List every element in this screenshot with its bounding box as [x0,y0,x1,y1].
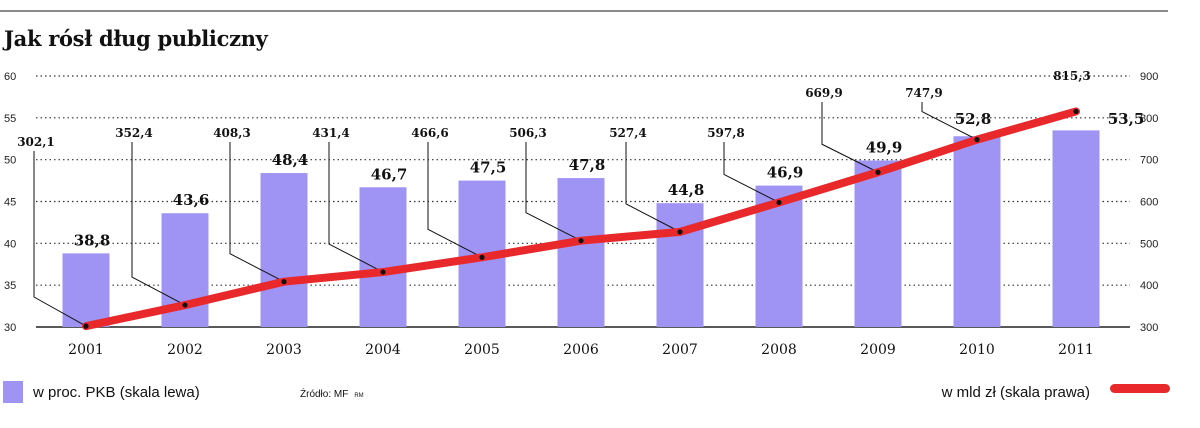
left-axis-tick-label: 40 [4,238,16,250]
line-value-label: 431,4 [312,126,350,140]
right-axis-tick-label: 700 [1140,155,1158,167]
right-axis-tick-label: 900 [1140,71,1158,83]
x-tick-label: 2004 [365,342,401,358]
line-point [281,279,287,285]
bar-value-label: 49,9 [866,139,903,157]
line-value-label: 352,4 [115,126,153,140]
line-value-label: 669,9 [805,86,843,100]
right-axis-tick-label: 400 [1140,280,1158,292]
line-point [83,323,89,329]
bar [1052,130,1100,327]
left-axis-tick-label: 45 [4,197,16,209]
leader-line [921,102,978,141]
bar [557,178,605,327]
top-rule [0,10,1168,12]
leader-line [229,142,285,283]
x-tick-label: 2010 [959,342,995,358]
line-point [776,199,782,206]
left-axis-tick-label: 60 [4,71,16,83]
line-point [875,169,881,175]
source-note: Źródło: MF RM [300,389,364,400]
line-value-label: 408,3 [213,126,251,140]
line-point [479,254,485,260]
line-value-label: 527,4 [609,126,647,140]
leader-line [328,142,384,273]
x-tick-label: 2006 [563,342,599,358]
line-point [578,238,584,244]
bar [260,173,308,327]
bar-value-label: 47,8 [569,156,606,174]
line-value-label: 466,6 [411,126,449,140]
source-text: Źródło: MF [300,389,349,400]
bar-value-label: 44,8 [668,181,705,199]
bar-value-label: 43,6 [173,191,210,209]
bar-value-label: 48,4 [272,151,309,169]
right-axis-tick-label: 800 [1140,113,1158,125]
left-axis-tick-label: 50 [4,155,16,167]
bar-value-label: 47,5 [470,159,507,177]
leader-line [723,142,780,203]
legend-bar-swatch [3,381,23,403]
line-point [380,269,386,275]
x-tick-label: 2009 [860,342,896,358]
line-value-label: 597,8 [707,126,745,140]
line-point [974,137,980,143]
line-point [182,302,188,308]
source-tag: RM [354,393,364,399]
line-value-label: 815,3 [1053,69,1091,83]
leader-line [33,151,87,327]
bar [359,187,407,327]
x-tick-label: 2007 [662,342,698,358]
x-tick-label: 2011 [1058,342,1094,358]
left-axis-tick-label: 35 [4,280,16,292]
chart-title: Jak rósł dług publiczny [4,26,268,51]
line-point [1073,108,1079,115]
bar-value-label: 52,8 [955,110,992,128]
x-tick-label: 2001 [68,342,104,358]
bar [854,160,902,327]
bar [953,136,1001,327]
bar-value-label: 46,9 [767,164,804,182]
legend-bars-label: w proc. PKB (skala lewa) [33,384,200,401]
leader-line [131,142,186,306]
legend-line-label: w mld zł (skala prawa) [941,384,1090,401]
left-axis-tick-label: 30 [4,322,16,334]
line-value-label: 747,9 [905,86,943,100]
bar-value-label: 38,8 [74,231,111,249]
line-value-label: 302,1 [17,135,55,149]
leader-line [427,142,483,258]
leader-line [821,102,879,173]
bar-value-label: 53,5 [1108,110,1145,128]
x-tick-label: 2008 [761,342,797,358]
legend-line-swatch [1110,384,1170,393]
leader-line [525,142,582,242]
right-axis-tick-label: 500 [1140,238,1158,250]
left-axis-tick-label: 55 [4,113,16,125]
bar [62,253,110,327]
line-point [677,229,683,235]
leader-line [625,142,681,233]
bar [656,203,704,327]
x-tick-label: 2002 [167,342,203,358]
x-tick-label: 2003 [266,342,302,358]
right-axis-tick-label: 600 [1140,197,1158,209]
line-value-label: 506,3 [509,126,547,140]
right-axis-tick-label: 300 [1140,322,1158,334]
x-tick-label: 2005 [464,342,500,358]
bar-value-label: 46,7 [371,165,408,183]
